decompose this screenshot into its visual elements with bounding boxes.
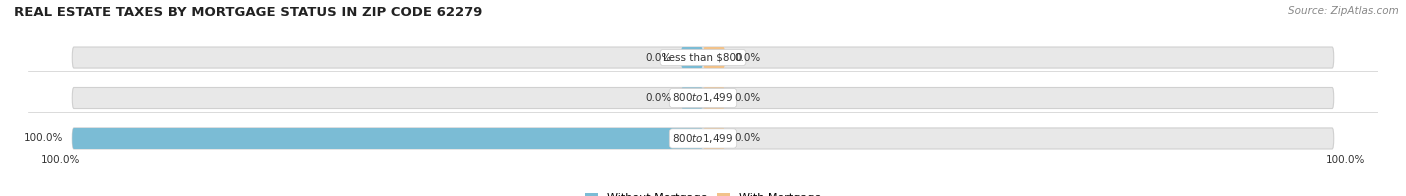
Text: 0.0%: 0.0%	[734, 93, 761, 103]
Text: REAL ESTATE TAXES BY MORTGAGE STATUS IN ZIP CODE 62279: REAL ESTATE TAXES BY MORTGAGE STATUS IN …	[14, 6, 482, 19]
Text: Source: ZipAtlas.com: Source: ZipAtlas.com	[1288, 6, 1399, 16]
Legend: Without Mortgage, With Mortgage: Without Mortgage, With Mortgage	[581, 189, 825, 196]
Text: $800 to $1,499: $800 to $1,499	[672, 132, 734, 145]
FancyBboxPatch shape	[72, 128, 703, 149]
FancyBboxPatch shape	[72, 87, 1334, 109]
Text: 0.0%: 0.0%	[645, 53, 672, 63]
Text: Less than $800: Less than $800	[664, 53, 742, 63]
FancyBboxPatch shape	[703, 128, 725, 149]
Text: 0.0%: 0.0%	[734, 133, 761, 143]
Text: 0.0%: 0.0%	[645, 93, 672, 103]
Text: $800 to $1,499: $800 to $1,499	[672, 92, 734, 104]
Text: 100.0%: 100.0%	[24, 133, 63, 143]
FancyBboxPatch shape	[72, 47, 1334, 68]
FancyBboxPatch shape	[703, 87, 725, 109]
FancyBboxPatch shape	[681, 87, 703, 109]
FancyBboxPatch shape	[72, 128, 1334, 149]
Text: 0.0%: 0.0%	[734, 53, 761, 63]
FancyBboxPatch shape	[681, 47, 703, 68]
FancyBboxPatch shape	[703, 47, 725, 68]
Text: 100.0%: 100.0%	[41, 154, 80, 164]
Text: 100.0%: 100.0%	[1326, 154, 1365, 164]
